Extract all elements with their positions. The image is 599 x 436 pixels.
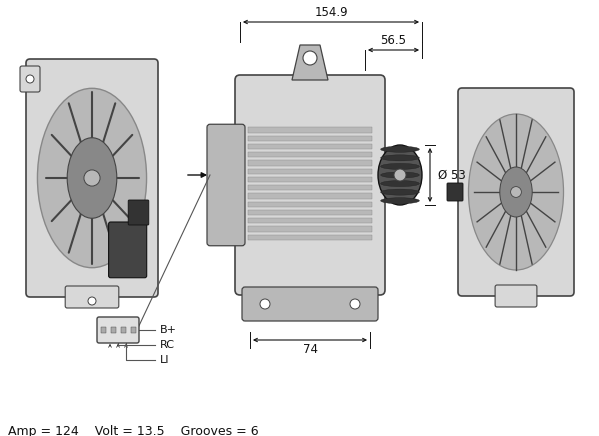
FancyBboxPatch shape: [235, 75, 385, 295]
Bar: [248, 177, 372, 182]
Circle shape: [394, 169, 406, 181]
Bar: [131, 327, 136, 333]
Circle shape: [88, 297, 96, 305]
Ellipse shape: [468, 114, 564, 270]
Bar: [101, 327, 106, 333]
Ellipse shape: [38, 89, 147, 268]
Bar: [248, 218, 372, 223]
Bar: [111, 327, 116, 333]
Ellipse shape: [380, 172, 419, 178]
Circle shape: [303, 51, 317, 65]
Bar: [248, 168, 372, 174]
Bar: [248, 160, 372, 166]
FancyBboxPatch shape: [458, 88, 574, 296]
Bar: [248, 144, 372, 149]
FancyBboxPatch shape: [65, 286, 119, 308]
Text: Amp = 124    Volt = 13.5    Grooves = 6: Amp = 124 Volt = 13.5 Grooves = 6: [8, 425, 259, 436]
Bar: [248, 136, 372, 141]
FancyBboxPatch shape: [447, 183, 463, 201]
Bar: [248, 226, 372, 232]
Bar: [248, 235, 372, 240]
Ellipse shape: [380, 155, 419, 161]
Text: 154.9: 154.9: [314, 6, 348, 19]
Circle shape: [260, 299, 270, 309]
Text: B+: B+: [160, 325, 177, 335]
Polygon shape: [292, 45, 328, 80]
FancyBboxPatch shape: [495, 285, 537, 307]
Circle shape: [350, 299, 360, 309]
FancyBboxPatch shape: [242, 287, 378, 321]
Ellipse shape: [380, 146, 419, 152]
Bar: [248, 127, 372, 133]
Ellipse shape: [380, 164, 419, 170]
Circle shape: [84, 170, 100, 186]
FancyBboxPatch shape: [97, 317, 139, 343]
Bar: [248, 152, 372, 157]
Bar: [248, 210, 372, 215]
Ellipse shape: [67, 138, 117, 218]
FancyBboxPatch shape: [108, 222, 147, 278]
Ellipse shape: [380, 189, 419, 195]
Circle shape: [26, 75, 34, 83]
Text: 56.5: 56.5: [380, 34, 407, 47]
FancyBboxPatch shape: [26, 59, 158, 297]
FancyBboxPatch shape: [207, 124, 245, 246]
Text: Ø 53: Ø 53: [438, 168, 466, 181]
Bar: [248, 185, 372, 191]
Text: 74: 74: [302, 343, 317, 356]
Ellipse shape: [500, 167, 532, 217]
Bar: [121, 327, 126, 333]
Bar: [248, 201, 372, 207]
Ellipse shape: [380, 181, 419, 187]
FancyBboxPatch shape: [20, 66, 40, 92]
Bar: [248, 193, 372, 199]
Ellipse shape: [378, 145, 422, 205]
Text: RC: RC: [160, 340, 175, 350]
Circle shape: [510, 187, 521, 198]
Ellipse shape: [380, 198, 419, 204]
FancyBboxPatch shape: [128, 200, 149, 225]
Text: LI: LI: [160, 355, 170, 365]
